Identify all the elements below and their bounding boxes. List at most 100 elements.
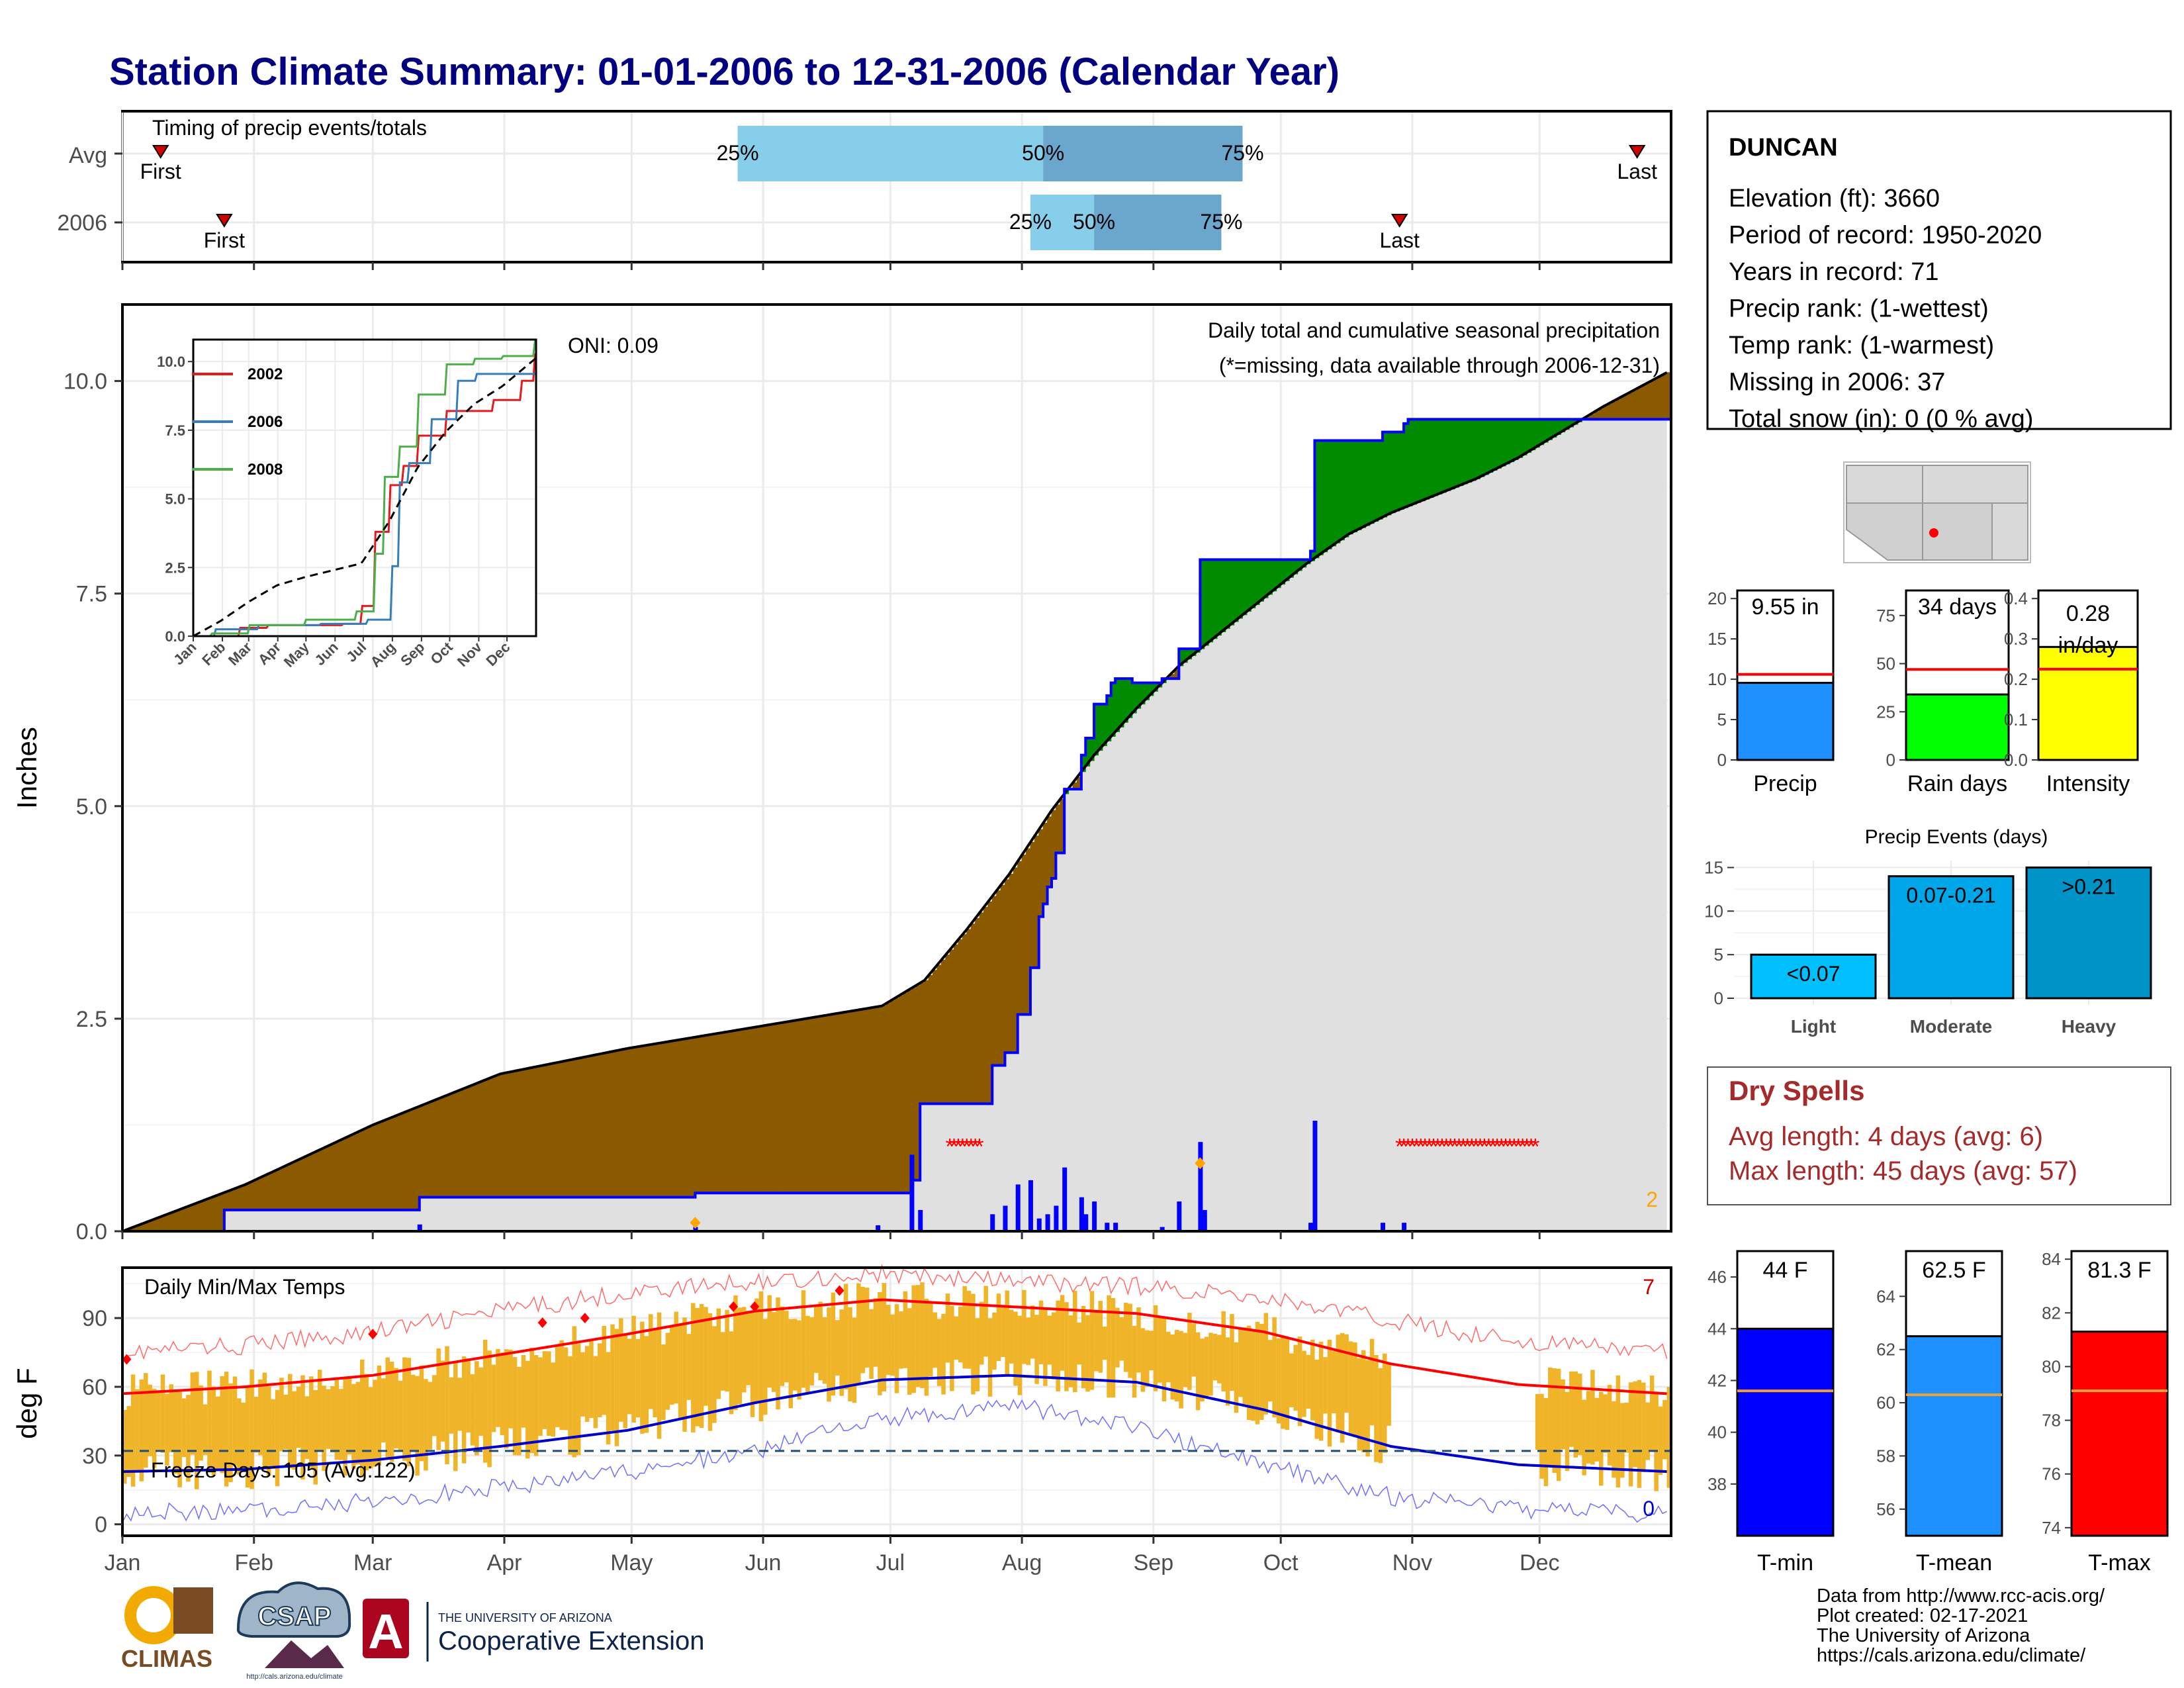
missing-marker: * — [1455, 1135, 1463, 1160]
month-label: Aug — [1002, 1550, 1042, 1575]
missing-marker: * — [1416, 1135, 1425, 1160]
daily-temp-bar — [635, 1338, 641, 1418]
daily-precip-bar — [876, 1225, 881, 1231]
daily-temp-bar — [763, 1319, 768, 1415]
month-label: Feb — [234, 1550, 273, 1575]
corner-count: 2 — [1646, 1188, 1658, 1211]
timing-last-label: Last — [1379, 228, 1420, 252]
daily-temp-bar — [758, 1291, 764, 1422]
daily-temp-bar — [232, 1376, 238, 1466]
daily-precip-bar — [909, 1154, 915, 1231]
daily-temp-bar — [1111, 1297, 1116, 1398]
daily-temp-bar — [283, 1394, 289, 1450]
mini-bar-tick-label: 0.1 — [2004, 710, 2028, 729]
missing-marker: * — [1408, 1135, 1416, 1160]
events-tick-label: 10 — [1704, 901, 1723, 921]
daily-precip-bar — [1381, 1223, 1386, 1231]
missing-marker: * — [1425, 1135, 1433, 1160]
daily-temp-bar — [1539, 1393, 1544, 1479]
daily-temp-bar — [614, 1329, 619, 1446]
daily-temp-bar — [682, 1317, 687, 1432]
timing-bar-avg-q3 — [1043, 126, 1243, 181]
timing-first-marker — [216, 214, 233, 228]
daily-temp-bar — [1013, 1311, 1018, 1386]
daily-temp-bar — [1302, 1350, 1306, 1417]
temp-bar-tick-label: 62 — [1876, 1340, 1895, 1360]
month-label: May — [610, 1550, 653, 1575]
missing-marker: * — [1514, 1135, 1523, 1160]
inset-line-2002 — [193, 353, 537, 637]
daily-temp-bar — [1645, 1402, 1651, 1460]
daily-temp-bar — [1255, 1321, 1260, 1425]
daily-temp-bar — [966, 1290, 972, 1369]
daily-temp-bar — [1344, 1334, 1349, 1413]
daily-temp-bar — [1654, 1391, 1659, 1491]
daily-temp-bar — [139, 1379, 144, 1481]
mini-bar-value-2: 0.28 — [2066, 601, 2110, 626]
events-bar-heavy — [2025, 867, 2152, 1000]
daily-temp-bar — [432, 1375, 437, 1436]
footer-line: https://cals.arizona.edu/climate/ — [1817, 1645, 2086, 1666]
ua-big-text: Cooperative Extension — [438, 1626, 704, 1656]
daily-temp-bar — [436, 1348, 441, 1450]
daily-temp-bar — [1158, 1316, 1162, 1383]
station-line: Precip rank: (1-wettest) — [1729, 295, 1989, 323]
csap-url: http://cals.arizona.edu/climate — [246, 1673, 343, 1681]
temp-bar-tick-label: 78 — [2042, 1411, 2061, 1430]
temp-bar-tick-label: 64 — [1876, 1286, 1895, 1306]
daily-temp-bar — [674, 1311, 678, 1404]
missing-marker: * — [1399, 1135, 1408, 1160]
inset-legend-label: 2002 — [248, 365, 283, 383]
daily-temp-bar — [508, 1349, 513, 1429]
missing-marker: * — [1480, 1135, 1488, 1160]
temp-bar-tick-label: 60 — [1876, 1393, 1895, 1413]
daily-precip-bar — [1079, 1197, 1084, 1231]
month-label: Jun — [745, 1550, 782, 1575]
daily-temp-bar — [776, 1297, 780, 1410]
daily-temp-bar — [1590, 1370, 1595, 1465]
events-bar-label: <0.07 — [1787, 962, 1841, 986]
inset-y-label: 7.5 — [165, 422, 185, 439]
missing-marker: * — [1476, 1135, 1484, 1160]
events-title: Precip Events (days) — [1865, 826, 2048, 848]
daily-temp-bar — [241, 1402, 246, 1471]
daily-temp-bar — [1153, 1305, 1158, 1391]
daily-temp-bar — [1208, 1333, 1213, 1396]
timing-pct-label: 50% — [1073, 210, 1115, 234]
events-bar-label: 0.07-0.21 — [1906, 884, 1995, 908]
missing-marker: * — [1429, 1135, 1437, 1160]
csap-logo: CSAP http://cals.arizona.edu/climate — [236, 1581, 351, 1681]
daily-temp-bar — [1119, 1317, 1124, 1361]
daily-temp-bar — [304, 1396, 310, 1460]
events-bar-light — [1750, 953, 1877, 1000]
mini-bar-tick-label: 0.3 — [2004, 629, 2028, 649]
timing-bar-2006-q3 — [1094, 195, 1222, 250]
precip-y-tick-label: 2.5 — [76, 1007, 107, 1032]
daily-temp-bar — [517, 1366, 522, 1456]
daily-temp-bar — [385, 1357, 390, 1458]
daily-temp-bar — [750, 1311, 755, 1417]
daily-temp-bar — [1251, 1330, 1255, 1421]
daily-temp-bar — [296, 1386, 301, 1448]
daily-temp-bar — [1001, 1305, 1005, 1358]
month-label: Apr — [487, 1550, 522, 1575]
daily-temp-bar — [559, 1340, 564, 1430]
daily-temp-bar — [602, 1325, 606, 1415]
daily-temp-bar — [1323, 1357, 1328, 1414]
daily-temp-bar — [1034, 1315, 1039, 1384]
daily-temp-bar — [1293, 1344, 1298, 1411]
cumulative-2006-line — [122, 418, 1671, 1233]
daily-temp-bar — [843, 1284, 848, 1389]
daily-temp-bar — [584, 1346, 590, 1422]
footer-line: Data from http://www.rcc-acis.org/ — [1817, 1585, 2105, 1607]
daily-temp-bar — [563, 1347, 569, 1430]
daily-temp-bar — [177, 1390, 182, 1487]
daily-temp-bar — [691, 1303, 696, 1432]
footer-credits: Data from http://www.rcc-acis.org/Plot c… — [1817, 1585, 2105, 1666]
daily-temp-bar — [899, 1311, 903, 1369]
daily-temp-bar — [355, 1382, 361, 1465]
daily-temp-bar — [551, 1362, 556, 1437]
daily-temp-bar — [364, 1374, 369, 1471]
daily-temp-bar — [288, 1374, 293, 1469]
daily-temp-bar — [1123, 1303, 1128, 1372]
